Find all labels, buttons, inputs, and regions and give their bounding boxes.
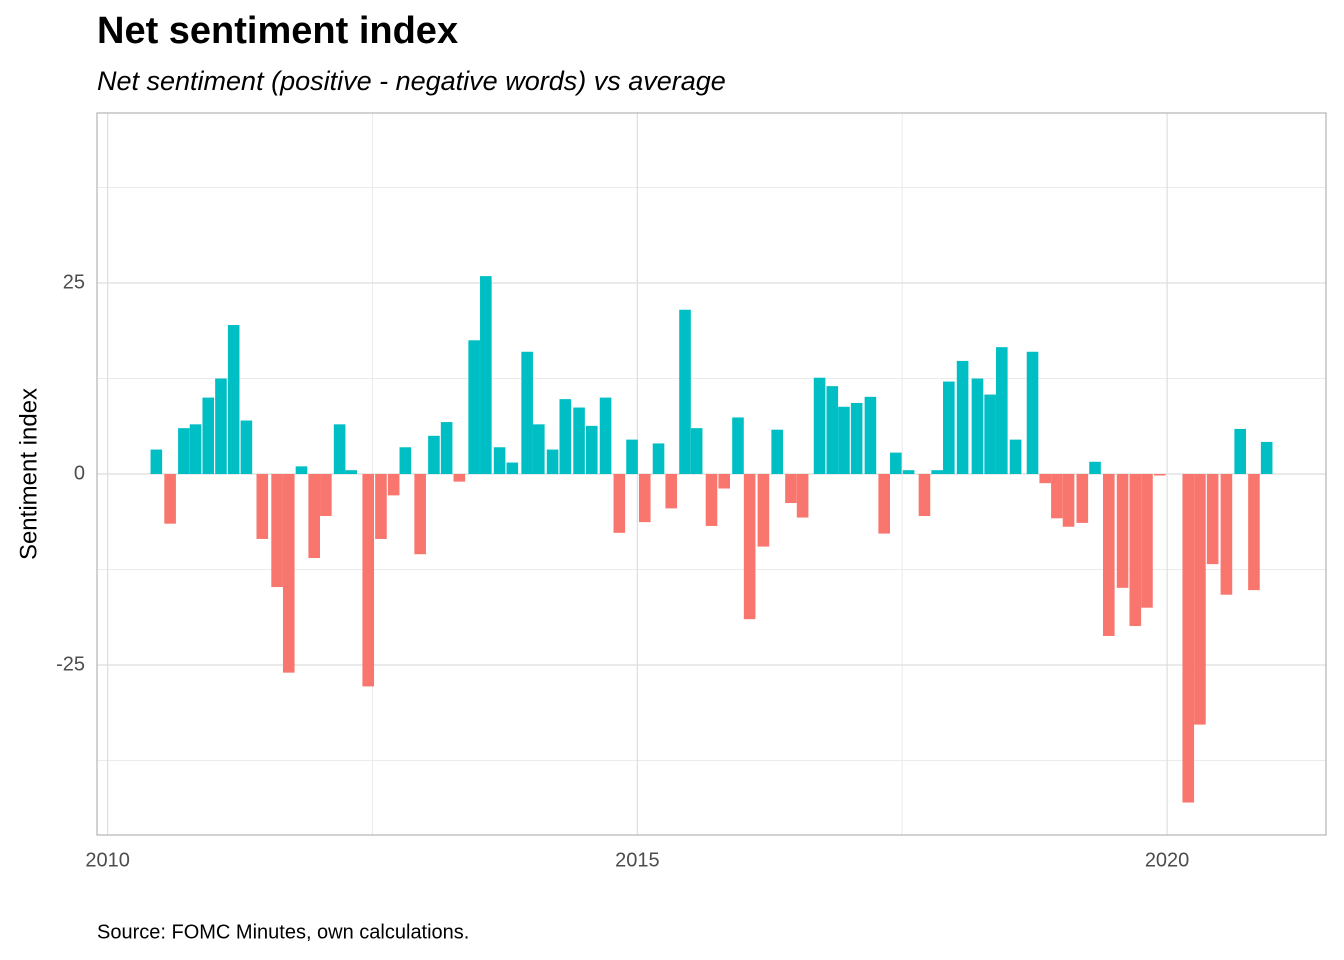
bar (440, 422, 453, 474)
bar (732, 417, 744, 474)
bar (1116, 474, 1129, 588)
bar (838, 406, 850, 474)
bar (295, 466, 308, 474)
bar (652, 443, 665, 474)
bar (690, 428, 703, 474)
bar (679, 309, 691, 474)
x-tick-label: 2010 (85, 849, 130, 871)
bar (1051, 474, 1063, 519)
bar (931, 470, 943, 474)
bar (240, 420, 253, 474)
bar (480, 276, 492, 474)
bar (493, 447, 506, 474)
bar (890, 452, 902, 474)
bar (1206, 474, 1219, 565)
bar (387, 474, 400, 496)
y-tick-label: -25 (56, 653, 85, 675)
bar (626, 439, 638, 474)
y-tick-label: 25 (63, 271, 85, 293)
bar (796, 474, 809, 518)
bar (918, 474, 931, 517)
bar (375, 474, 387, 539)
bar (995, 347, 1008, 474)
chart-subtitle: Net sentiment (positive - negative words… (97, 66, 726, 96)
bar (743, 474, 756, 620)
bar (1141, 474, 1153, 608)
bar (878, 474, 890, 534)
bar (613, 474, 626, 533)
bar (573, 407, 585, 474)
bar (813, 377, 826, 474)
bar (864, 396, 877, 474)
bar (1062, 474, 1075, 527)
bar (1153, 474, 1166, 476)
bar (271, 474, 283, 588)
bar (546, 449, 559, 474)
bar (320, 474, 332, 517)
bar (533, 424, 545, 474)
caption: Source: FOMC Minutes, own calculations. (97, 921, 469, 943)
bar (1009, 439, 1022, 474)
bar (956, 360, 969, 474)
bar (771, 429, 783, 474)
bar (164, 474, 176, 524)
bar (757, 474, 770, 547)
y-tick-label: 0 (74, 462, 85, 484)
bar (428, 435, 440, 474)
bar (414, 474, 426, 555)
bar (215, 378, 227, 474)
bar (971, 378, 984, 474)
bar (559, 399, 572, 474)
bar (1220, 474, 1233, 595)
bar (399, 447, 412, 474)
bar (1089, 461, 1101, 474)
bar (333, 424, 346, 474)
bar (1026, 351, 1039, 474)
bar (202, 397, 215, 474)
bar (1103, 474, 1115, 636)
bar (468, 340, 480, 474)
bar (943, 381, 955, 474)
bar (1194, 474, 1206, 725)
x-tick-label: 2020 (1145, 849, 1190, 871)
bar (189, 424, 202, 474)
bar (984, 394, 996, 474)
bar (506, 462, 519, 474)
bar (1260, 441, 1273, 474)
bar (521, 351, 533, 474)
bar (345, 470, 358, 474)
panel-border (96, 112, 1327, 836)
bar (585, 425, 598, 474)
bar (1248, 474, 1260, 591)
bar (665, 474, 678, 509)
bar (227, 325, 240, 474)
y-axis-label: Sentiment index (15, 388, 42, 560)
bar (282, 474, 295, 673)
chart-title: Net sentiment index (97, 10, 458, 52)
bar (599, 397, 612, 474)
bar (705, 474, 718, 526)
bar (826, 386, 839, 474)
bar (362, 474, 375, 687)
x-tick-label: 2015 (615, 849, 660, 871)
bar (1182, 474, 1195, 803)
bar (1076, 474, 1089, 523)
bar (1129, 474, 1142, 627)
bar (178, 428, 190, 474)
bar (150, 449, 163, 474)
bar (1234, 428, 1246, 474)
bar (453, 474, 466, 482)
bar (718, 474, 731, 489)
bar (256, 474, 269, 539)
bar (902, 470, 915, 474)
bar (638, 474, 651, 523)
bar (785, 474, 797, 504)
bar (308, 474, 320, 559)
bar (850, 402, 863, 474)
bar (1039, 474, 1052, 484)
